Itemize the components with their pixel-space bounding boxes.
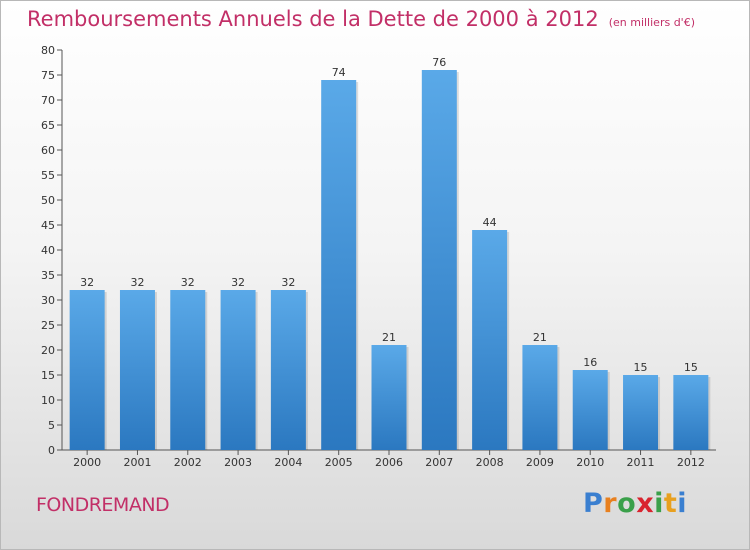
bar [69, 290, 105, 450]
y-tick-label: 25 [41, 319, 55, 332]
logo-letter: r [603, 488, 618, 519]
y-tick-label: 75 [41, 69, 55, 82]
y-tick-label: 20 [41, 344, 55, 357]
bar-value-label: 21 [382, 331, 396, 344]
y-tick-label: 50 [41, 194, 55, 207]
bar-value-label: 15 [684, 361, 698, 374]
logo-letter: i [654, 488, 664, 519]
bar [119, 290, 155, 450]
y-tick-label: 30 [41, 294, 55, 307]
bar [371, 345, 407, 450]
bar-value-label: 76 [432, 56, 446, 69]
logo-letter: i [677, 488, 688, 519]
x-tick-label: 2003 [224, 456, 252, 469]
x-tick-label: 2008 [476, 456, 504, 469]
x-tick-label: 2006 [375, 456, 403, 469]
logo-letter: P [583, 488, 604, 519]
bar-value-label: 32 [281, 276, 295, 289]
bar-value-label: 32 [80, 276, 94, 289]
x-tick-label: 2012 [677, 456, 705, 469]
bar-value-label: 32 [181, 276, 195, 289]
bar [321, 80, 357, 450]
chart-bars: 32 32 32 32 32 74 21 76 44 21 16 15 15 [69, 56, 711, 450]
bar-value-label: 74 [332, 66, 346, 79]
x-tick-label: 2005 [325, 456, 353, 469]
commune-name: FONDREMAND [36, 494, 170, 516]
x-tick-label: 2000 [73, 456, 101, 469]
bar [220, 290, 256, 450]
y-tick-label: 55 [41, 169, 55, 182]
y-tick-label: 35 [41, 269, 55, 282]
bar [572, 370, 608, 450]
y-tick-label: 5 [48, 419, 55, 432]
bar [270, 290, 306, 450]
bar [623, 375, 659, 450]
logo-letter: x [636, 488, 655, 519]
bar [421, 70, 457, 450]
bar-value-label: 15 [634, 361, 648, 374]
bar-value-label: 21 [533, 331, 547, 344]
y-tick-label: 40 [41, 244, 55, 257]
logo-letter: o [617, 488, 637, 519]
x-tick-label: 2004 [274, 456, 302, 469]
bar [673, 375, 709, 450]
x-tick-label: 2002 [174, 456, 202, 469]
bar-value-label: 44 [483, 216, 497, 229]
x-tick-label: 2009 [526, 456, 554, 469]
proxiti-logo: Proxiti [583, 488, 687, 519]
y-tick-label: 0 [48, 444, 55, 457]
chart-title-text: Remboursements Annuels de la Dette de 20… [27, 7, 599, 31]
chart-title: Remboursements Annuels de la Dette de 20… [27, 7, 695, 31]
y-tick-label: 45 [41, 219, 55, 232]
bar [170, 290, 206, 450]
y-tick-label: 10 [41, 394, 55, 407]
x-tick-label: 2010 [576, 456, 604, 469]
y-tick-label: 65 [41, 119, 55, 132]
bar [472, 230, 508, 450]
bar-value-label: 32 [231, 276, 245, 289]
y-tick-label: 80 [41, 44, 55, 57]
chart-subtitle: (en milliers d'€) [608, 16, 695, 29]
x-tick-label: 2007 [425, 456, 453, 469]
logo-letter: t [663, 488, 678, 519]
bar [522, 345, 558, 450]
y-tick-label: 60 [41, 144, 55, 157]
x-tick-label: 2001 [123, 456, 151, 469]
y-tick-label: 70 [41, 94, 55, 107]
bar-value-label: 16 [583, 356, 597, 369]
y-tick-label: 15 [41, 369, 55, 382]
x-tick-label: 2011 [627, 456, 655, 469]
bar-value-label: 32 [130, 276, 144, 289]
